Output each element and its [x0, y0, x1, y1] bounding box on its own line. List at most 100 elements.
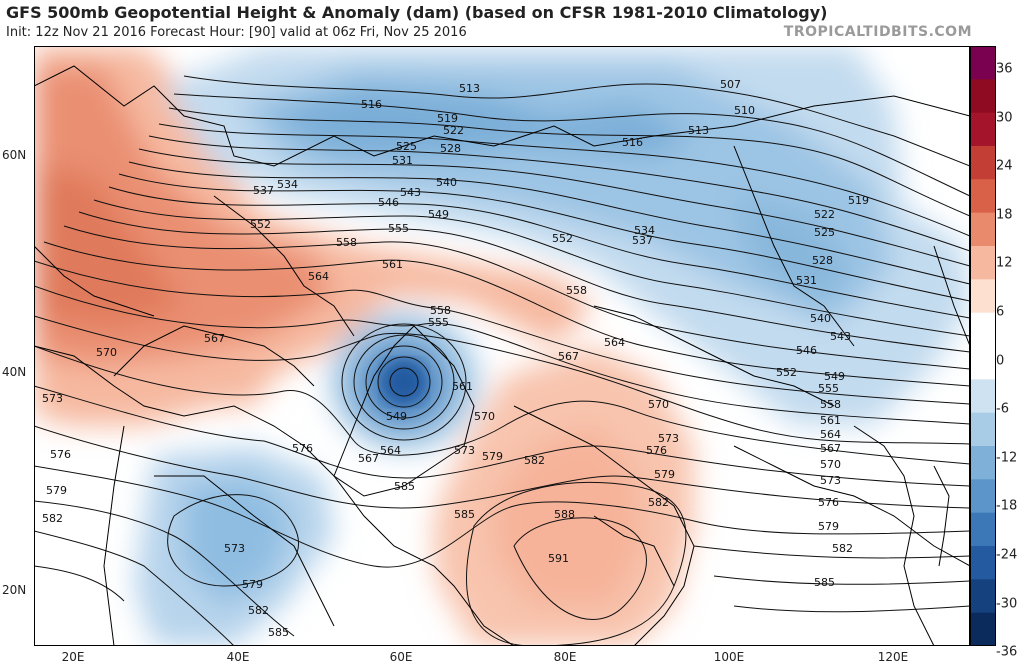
- colorbar-label: -24: [996, 547, 1018, 563]
- anomaly-colorbar: [970, 46, 996, 646]
- contour-label: 555: [818, 382, 839, 395]
- contour-label: 564: [308, 270, 329, 283]
- colorbar-label: 12: [996, 255, 1013, 271]
- contour-label: 531: [392, 154, 413, 167]
- page-title: GFS 500mb Geopotential Height & Anomaly …: [6, 3, 828, 22]
- colorbar-label: 24: [996, 158, 1013, 174]
- colorbar-cell: [970, 312, 996, 347]
- contour-label: 579: [654, 468, 675, 481]
- contour-label: 558: [336, 236, 357, 249]
- colorbar-label: 36: [996, 61, 1013, 77]
- contour-label: 570: [474, 410, 495, 423]
- contour-label: 510: [734, 104, 755, 117]
- contour-label: 573: [42, 392, 63, 405]
- colorbar-label: -36: [996, 644, 1018, 660]
- lon-label-40e: 40E: [226, 650, 250, 664]
- contour-label: 561: [382, 258, 403, 271]
- colorbar-cell: [970, 379, 996, 414]
- contour-label: 585: [394, 480, 415, 493]
- contour-label: 579: [818, 520, 839, 533]
- contour-label: 516: [361, 98, 382, 111]
- colorbar-label: 18: [996, 207, 1013, 223]
- contour-label: 537: [253, 184, 274, 197]
- contour-label: 558: [566, 284, 587, 297]
- lon-label-60e: 60E: [389, 650, 413, 664]
- contour-label: 540: [436, 176, 457, 189]
- contour-label: 567: [820, 442, 841, 455]
- contour-label: 576: [818, 496, 839, 509]
- colorbar-cell: [970, 179, 996, 214]
- colorbar-cell: [970, 112, 996, 147]
- contour-label: 534: [277, 178, 298, 191]
- contour-label: 567: [558, 350, 579, 363]
- colorbar-cell: [970, 246, 996, 280]
- contour-label: 513: [459, 82, 480, 95]
- colorbar-label: -30: [996, 596, 1018, 612]
- colorbar-cell: [970, 212, 996, 247]
- contour-label: 549: [428, 208, 449, 221]
- contour-label: 570: [820, 458, 841, 471]
- height-anomaly-map: 513 507 510 513 516 519 522 525 528 531 …: [34, 46, 970, 646]
- contour-label: 528: [440, 142, 461, 155]
- colorbar-cell: [970, 412, 996, 447]
- contour-label: 561: [452, 380, 473, 393]
- contour-label: 576: [646, 444, 667, 457]
- colorbar-cell: [970, 146, 996, 180]
- contour-label: 561: [820, 414, 841, 427]
- lon-label-80e: 80E: [553, 650, 577, 664]
- contour-label: 567: [358, 452, 379, 465]
- contour-label: 525: [396, 140, 417, 153]
- contour-label: 582: [42, 512, 63, 525]
- contour-label: 582: [524, 454, 545, 467]
- contour-label: 564: [604, 336, 625, 349]
- map-frame: [34, 46, 970, 646]
- colorbar-cell: [970, 612, 996, 646]
- colorbar-label: -6: [996, 401, 1009, 417]
- contour-label: 543: [400, 186, 421, 199]
- coastlines: [34, 65, 970, 646]
- contour-label: 564: [380, 444, 401, 457]
- contour-label: 558: [430, 304, 451, 317]
- contour-label: 588: [554, 508, 575, 521]
- contour-label: 525: [814, 226, 835, 239]
- contour-label: 555: [428, 316, 449, 329]
- lat-label-20n: 20N: [2, 583, 27, 597]
- contour-label: 537: [632, 234, 653, 247]
- colorbar-cell: [970, 79, 996, 114]
- contour-label: 573: [224, 542, 245, 555]
- contour-label: 558: [820, 398, 841, 411]
- contour-label: 534: [634, 224, 655, 237]
- contour-label: 528: [812, 254, 833, 267]
- contour-label: 585: [454, 508, 475, 521]
- contour-label: 552: [552, 232, 573, 245]
- contour-label: 579: [482, 450, 503, 463]
- contour-label: 564: [820, 428, 841, 441]
- contour-label: 573: [658, 432, 679, 445]
- colorbar-label: -18: [996, 498, 1018, 514]
- colorbar-cell: [970, 446, 996, 480]
- lon-label-120e: 120E: [877, 650, 909, 664]
- contour-label: 576: [50, 448, 71, 461]
- height-contours: [34, 75, 970, 646]
- colorbar-cell: [970, 579, 996, 614]
- contour-label: 519: [848, 194, 869, 207]
- colorbar-label: 0: [996, 353, 1005, 369]
- colorbar-cell: [970, 279, 996, 314]
- contour-label: 579: [46, 484, 67, 497]
- contour-label: 582: [832, 542, 853, 555]
- contour-label: 522: [814, 208, 835, 221]
- anomaly-shading: [34, 46, 970, 646]
- contour-label: 579: [242, 578, 263, 591]
- contour-label: 549: [386, 410, 407, 423]
- contour-label: 522: [443, 124, 464, 137]
- colorbar-cell: [970, 479, 996, 514]
- colorbar-label: -12: [996, 450, 1018, 466]
- colorbar-cell: [970, 346, 996, 380]
- contour-label: 531: [796, 274, 817, 287]
- contour-labels: 513 507 510 513 516 519 522 525 528 531 …: [42, 78, 869, 639]
- contour-label: 585: [268, 626, 289, 639]
- colorbar-cell: [970, 46, 996, 80]
- contour-label: 546: [378, 196, 399, 209]
- contour-label: 519: [437, 112, 458, 125]
- lon-label-20e: 20E: [61, 650, 85, 664]
